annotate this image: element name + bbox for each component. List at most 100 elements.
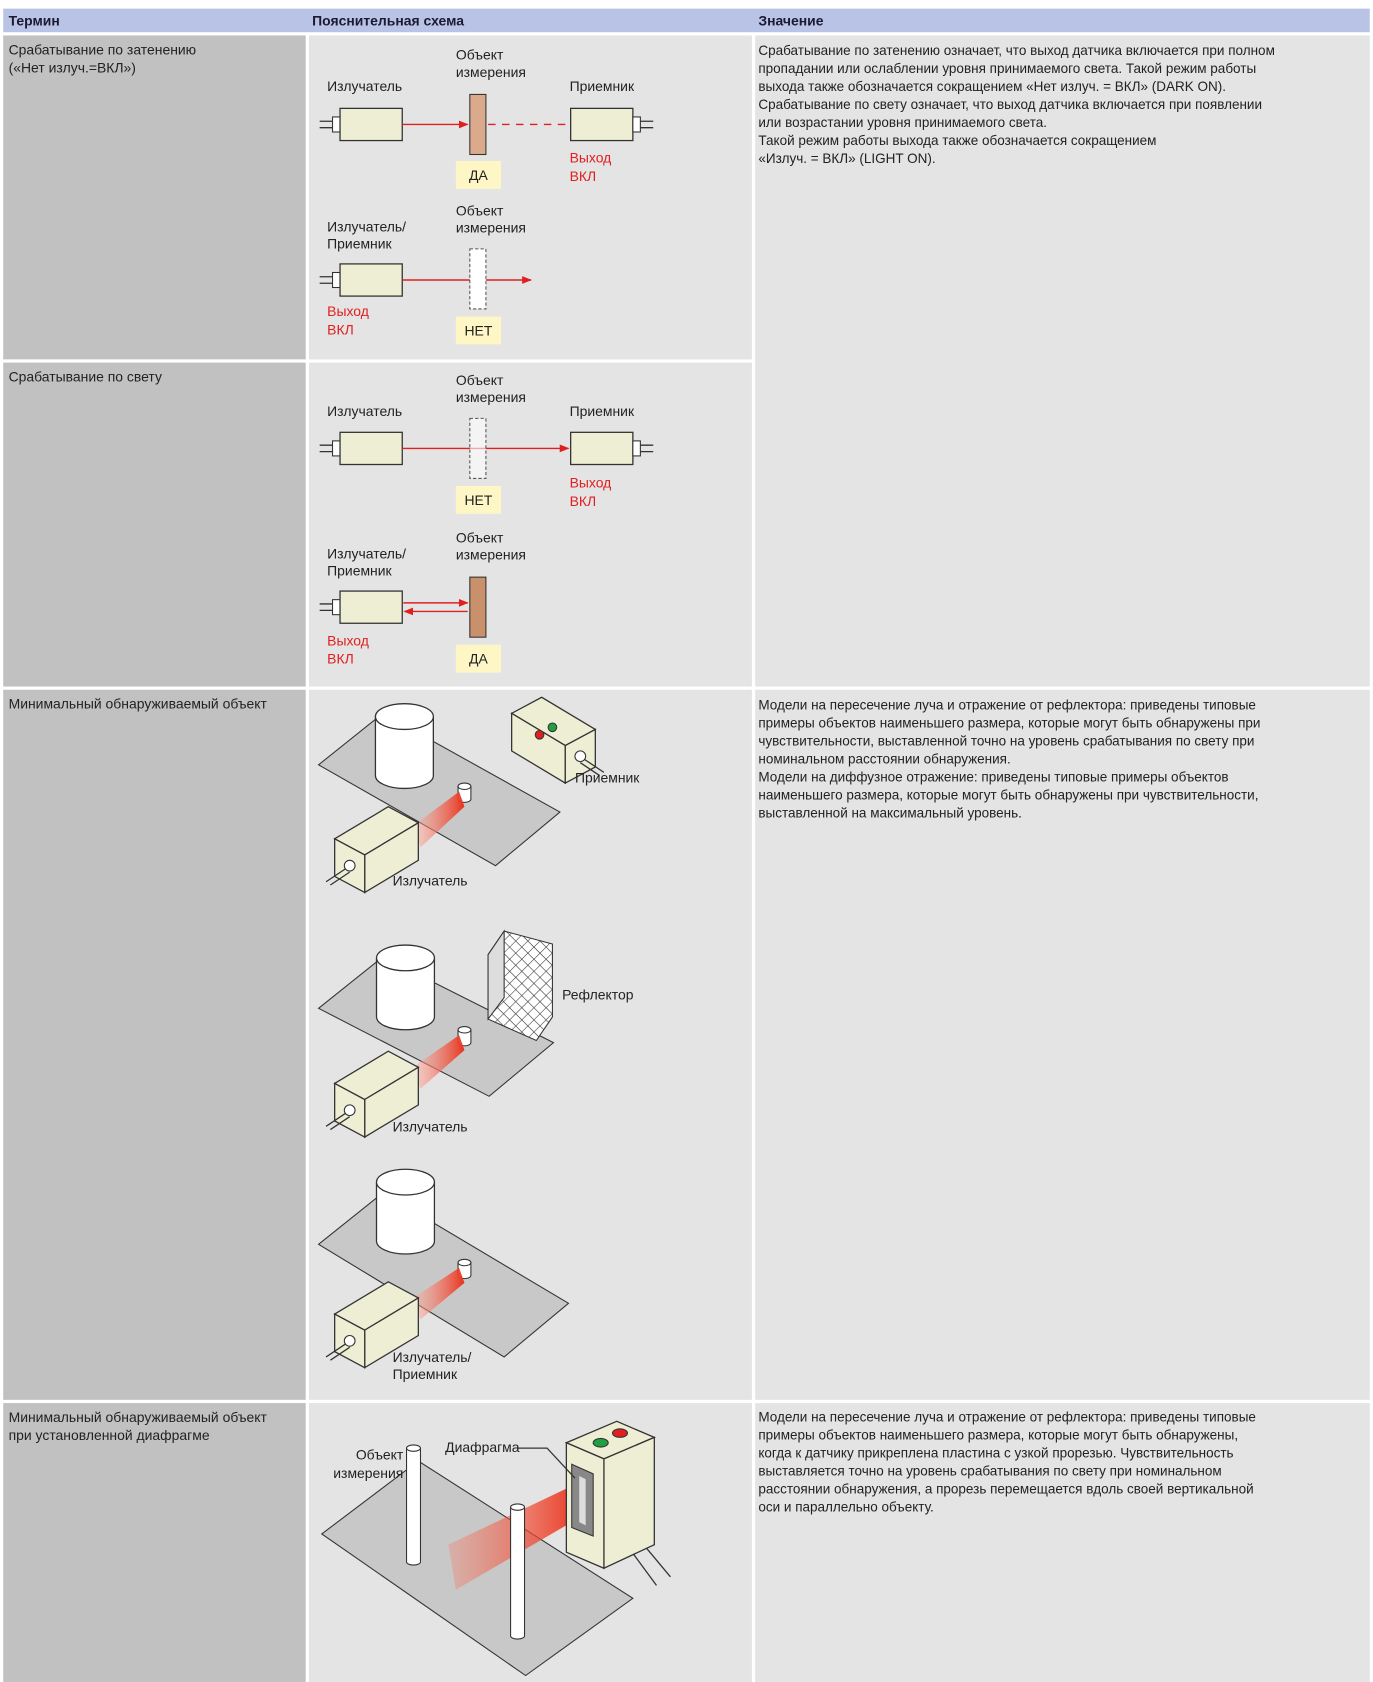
meaning-line: пропадании или ослаблении уровня принима… bbox=[758, 61, 1256, 76]
label: ДА bbox=[469, 651, 488, 667]
shape bbox=[455, 644, 501, 673]
shape bbox=[632, 1544, 671, 1586]
label: Объект bbox=[456, 47, 504, 63]
label: измерения bbox=[456, 547, 526, 563]
shape bbox=[603, 1436, 655, 1570]
header-cell: Пояснительная схема bbox=[312, 12, 464, 28]
meaning-line: выставляется точно на уровень срабатыван… bbox=[758, 1464, 1221, 1479]
shape bbox=[3, 1403, 306, 1682]
shape bbox=[469, 576, 487, 638]
label: Излучатель bbox=[327, 403, 402, 419]
diagram-dark-on-diffuse: Излучатель/ Приемник Объект измерения Вы… bbox=[319, 202, 532, 345]
term: Срабатывание по затенению bbox=[9, 41, 197, 57]
label: Приемник bbox=[327, 236, 392, 252]
label: Объект bbox=[456, 529, 504, 545]
label: измерения bbox=[456, 64, 526, 80]
meaning-line: когда к датчику прикреплена пластина с у… bbox=[758, 1446, 1233, 1461]
shape bbox=[592, 1437, 609, 1448]
label: Излучатель bbox=[393, 873, 468, 889]
meaning-line: чувствительности, выставленной точно на … bbox=[758, 733, 1254, 748]
device-icon bbox=[375, 944, 436, 1031]
term: Срабатывание по свету bbox=[9, 369, 162, 385]
meaning-line: Срабатывание по затенению означает, что … bbox=[758, 43, 1274, 58]
label: Излучатель/ bbox=[327, 218, 406, 234]
label: Объект bbox=[356, 1447, 404, 1463]
meaning-line: примеры объектов наименьшего размера, ко… bbox=[758, 715, 1260, 730]
meaning-line: выхода также обозначается сокращением «Н… bbox=[758, 79, 1226, 94]
diagram-light-on-thru: Излучатель Объект измерения Приемник НЕТ… bbox=[319, 372, 654, 514]
shape bbox=[755, 1403, 1370, 1682]
shape bbox=[406, 1448, 422, 1566]
label: Рефлектор bbox=[562, 986, 634, 1002]
label: ВКЛ bbox=[570, 168, 597, 184]
shape bbox=[534, 729, 545, 740]
meaning-line: оси и параллельно объекту. bbox=[758, 1500, 933, 1515]
label: Выход bbox=[570, 475, 612, 491]
shape bbox=[518, 1447, 576, 1479]
shape bbox=[469, 93, 487, 156]
meaning-line: примеры объектов наименьшего размера, ко… bbox=[758, 1428, 1238, 1443]
label: ВКЛ bbox=[327, 651, 354, 667]
shape bbox=[308, 35, 752, 360]
label: НЕТ bbox=[464, 492, 492, 508]
shape bbox=[308, 362, 752, 687]
meaning-line: Такой режим работы выхода также обознача… bbox=[758, 133, 1156, 148]
label: НЕТ bbox=[464, 322, 492, 338]
shape bbox=[547, 722, 558, 733]
shape bbox=[755, 689, 1370, 1400]
shape bbox=[3, 35, 306, 360]
shape bbox=[469, 248, 487, 310]
diagram-light-on-diffuse: Излучатель/ Приемник Объект измерения Вы… bbox=[319, 529, 526, 673]
label: измерения bbox=[333, 1465, 403, 1481]
meaning-line: наименьшего размера, которые могут быть … bbox=[758, 787, 1258, 802]
shape bbox=[3, 362, 306, 687]
label: Излучатель/ bbox=[327, 546, 406, 562]
diagram-through-beam: Приемник Излучатель bbox=[317, 696, 640, 894]
label: Выход bbox=[327, 632, 369, 648]
shape bbox=[406, 1444, 422, 1452]
label: Приемник bbox=[570, 403, 635, 419]
label: Выход bbox=[570, 150, 612, 166]
shape bbox=[455, 160, 501, 189]
header-cell: Значение bbox=[758, 12, 823, 28]
shape bbox=[412, 791, 465, 848]
meaning: Модели на пересечение луча и отражение о… bbox=[758, 697, 1260, 820]
shape bbox=[755, 35, 1370, 687]
label: ВКЛ bbox=[570, 493, 597, 509]
header-cell: Термин bbox=[9, 12, 60, 28]
shape bbox=[487, 929, 505, 1021]
device-icon bbox=[375, 1168, 436, 1255]
shape bbox=[412, 1267, 465, 1320]
shape bbox=[611, 1428, 629, 1438]
header-bar bbox=[3, 8, 1370, 33]
label: Объект bbox=[456, 202, 504, 218]
meaning: Модели на пересечение луча и отражение о… bbox=[758, 1410, 1256, 1515]
shape bbox=[510, 1503, 526, 1511]
diagram-aperture: Объект измерения Диафрагма bbox=[320, 1420, 671, 1677]
meaning-line: расстоянии обнаружения, а прорезь переме… bbox=[758, 1482, 1253, 1497]
meaning: Срабатывание по затенению означает, что … bbox=[758, 43, 1274, 166]
label: Приемник bbox=[570, 78, 635, 94]
label: Приемник bbox=[327, 563, 392, 579]
meaning-line: номинальном расстоянии обнаружения. bbox=[758, 751, 1010, 766]
device-icon bbox=[374, 703, 434, 790]
shape bbox=[3, 689, 306, 1400]
meaning-line: Модели на пересечение луча и отражение о… bbox=[758, 1410, 1256, 1425]
label: измерения bbox=[456, 219, 526, 235]
diagram-diffuse: Излучатель/ Приемник bbox=[317, 1168, 570, 1382]
label: ВКЛ bbox=[327, 321, 354, 337]
label: ДА bbox=[469, 167, 488, 183]
meaning-line: Модели на диффузное отражение: приведены… bbox=[758, 769, 1228, 784]
shape bbox=[469, 417, 487, 479]
shape bbox=[510, 1507, 526, 1640]
diagram-dark-on-thru: Излучатель Объект измерения Приемник ДА … bbox=[319, 47, 654, 189]
label: Приемник bbox=[393, 1366, 458, 1382]
shape bbox=[455, 316, 501, 345]
meaning-line: выставленной на максимальный уровень. bbox=[758, 805, 1022, 820]
diagram-retroreflective: Рефлектор Излучатель bbox=[317, 929, 634, 1138]
term: Минимальный обнаруживаемый объект bbox=[9, 1409, 268, 1425]
label: Излучатель bbox=[327, 78, 402, 94]
label: Объект bbox=[456, 372, 504, 388]
label: Диафрагма bbox=[445, 1439, 520, 1455]
label: Излучатель/ bbox=[393, 1349, 472, 1365]
